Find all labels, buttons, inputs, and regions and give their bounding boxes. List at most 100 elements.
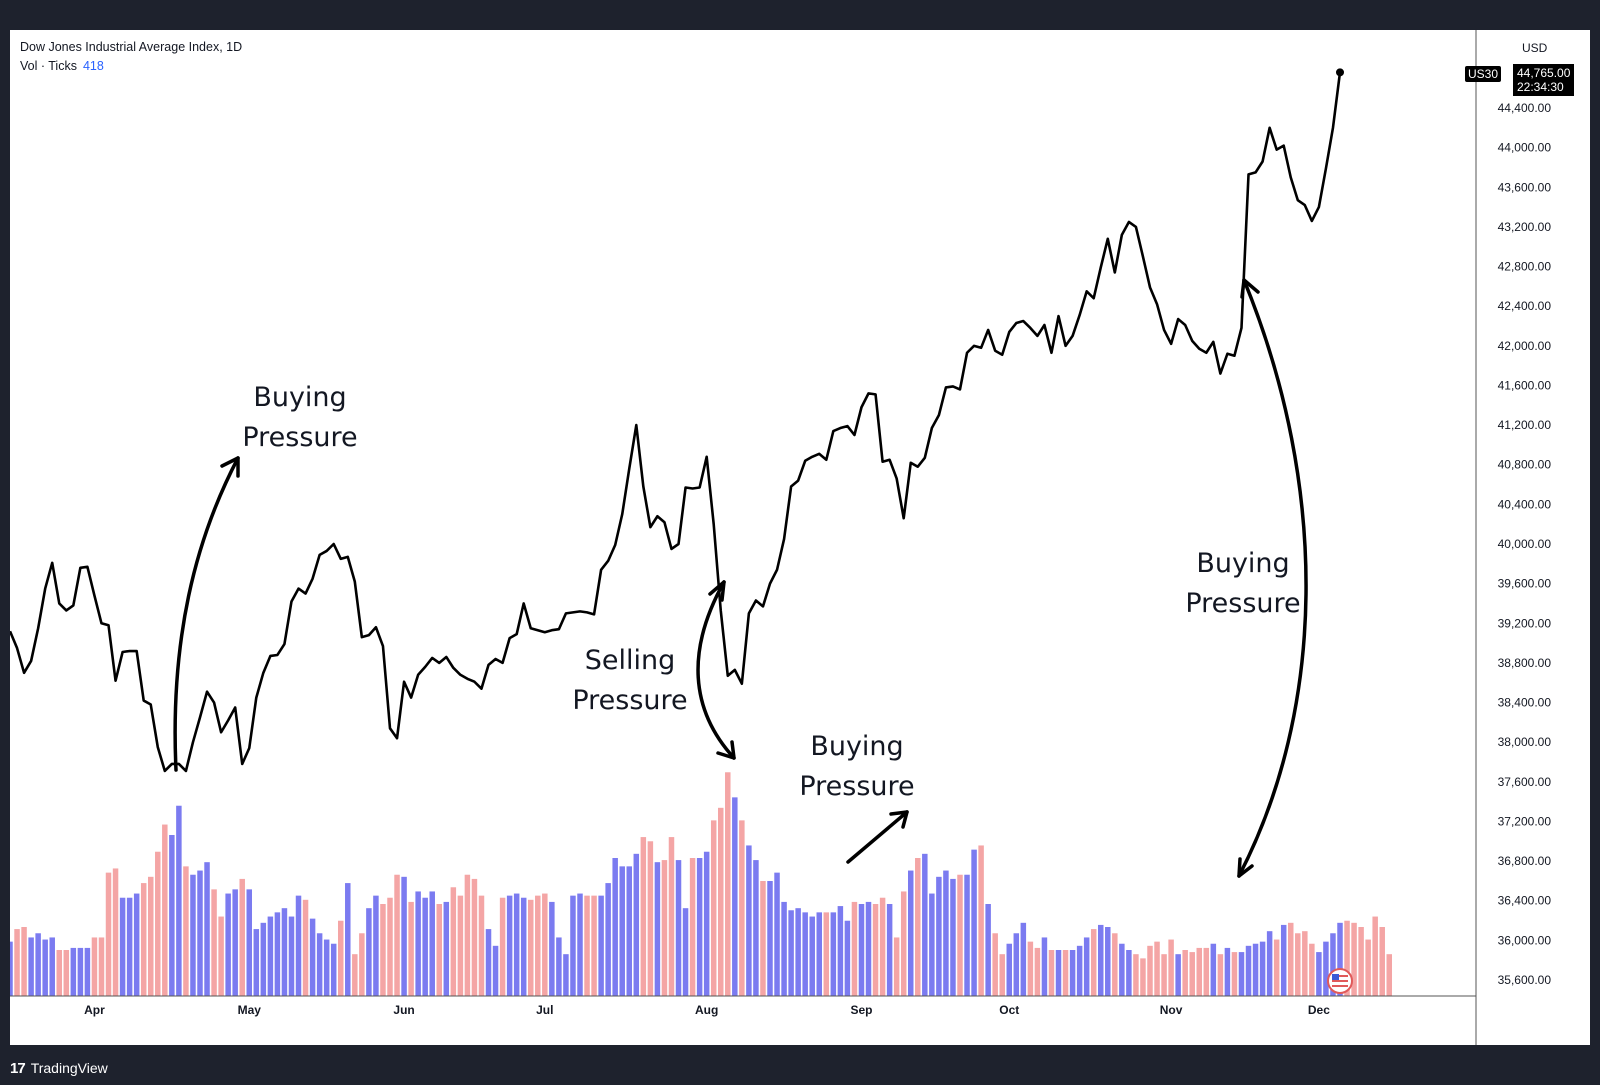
volume-bar: [710, 820, 717, 996]
volume-bar: [556, 937, 562, 996]
volume-bar: [1140, 958, 1146, 996]
chart-frame: 35,600.00 36,000.00 36,400.00 36,800.00 37,2…: [10, 30, 1590, 1045]
annotation-buying-pressure-1: Buying Pressure: [190, 378, 410, 458]
y-tick-label: 35,600.00: [1498, 973, 1552, 987]
volume-bar: [675, 860, 682, 996]
volume-bar: [879, 897, 886, 996]
volume-bar: [1182, 950, 1188, 996]
volume-bar: [1168, 939, 1174, 996]
volume-bar: [999, 954, 1005, 996]
volume-bar: [1288, 922, 1294, 996]
volume-bar: [478, 895, 485, 996]
volume-bar: [148, 876, 154, 996]
price-volume-chart[interactable]: 35,600.00 36,000.00 36,400.00 36,800.00 37,2…: [10, 30, 1590, 1045]
volume-bar: [253, 929, 260, 996]
volume-bar: [1069, 950, 1076, 996]
volume-bar: [401, 876, 407, 996]
volume-bar: [246, 889, 252, 996]
volume-legend[interactable]: Vol · Ticks 418: [20, 59, 104, 73]
volume-bar: [1323, 941, 1329, 996]
volume-bar: [1302, 931, 1308, 996]
volume-bar: [1034, 947, 1041, 996]
volume-bar: [978, 845, 984, 996]
volume-bar: [183, 866, 189, 996]
volume-bar: [274, 912, 281, 996]
volume-bar: [1238, 952, 1245, 996]
volume-bar: [795, 908, 801, 996]
x-tick-label: Jun: [393, 1003, 414, 1017]
y-tick-label: 37,200.00: [1498, 814, 1552, 828]
y-tick-label: 37,600.00: [1498, 775, 1552, 789]
volume-bar: [288, 916, 295, 996]
volume-bar: [689, 858, 696, 996]
volume-bar: [1379, 927, 1385, 996]
volume-bar: [900, 891, 907, 996]
tradingview-logo-icon[interactable]: 17: [10, 1059, 26, 1077]
volume-bar: [1175, 954, 1181, 996]
annotation-text: Buying: [1196, 548, 1290, 579]
volume-bar: [239, 878, 245, 996]
volume-bar: [682, 908, 689, 996]
annotation-buying-pressure-3: Buying Pressure: [1133, 544, 1353, 624]
brand-name[interactable]: TradingView: [30, 1060, 108, 1076]
volume-bar: [485, 929, 492, 996]
volume-bar: [823, 912, 830, 996]
volume-bar: [450, 887, 457, 996]
volume-bar: [1189, 952, 1195, 996]
volume-bar: [323, 939, 330, 996]
last-price-tag: 44,765.00 22:34:30: [1513, 64, 1575, 96]
volume-bar: [1119, 943, 1125, 996]
time-axis[interactable]: Apr May Jun Jul Aug Sep Oct Nov Dec: [84, 1003, 1330, 1017]
volume-bar: [422, 897, 428, 996]
volume-bar: [1133, 954, 1139, 996]
volume-bar: [133, 893, 140, 996]
volume-bar: [753, 860, 759, 996]
volume-bar: [936, 876, 942, 996]
volume-bar: [647, 841, 654, 996]
annotation-text: Pressure: [572, 685, 688, 716]
volume-bar: [929, 893, 935, 996]
volume-bar: [1245, 945, 1252, 996]
arrow-buying-1-head: [220, 456, 240, 478]
volume-bar: [352, 954, 358, 996]
volume-bar: [1076, 945, 1083, 996]
currency-label[interactable]: USD: [1522, 41, 1548, 55]
volume-bar: [922, 853, 928, 996]
y-tick-label: 43,200.00: [1498, 220, 1552, 234]
volume-bar: [126, 897, 133, 996]
volume-bar: [830, 912, 837, 996]
arrow-buying-3-bottom-head: [1237, 857, 1254, 878]
volume-bar: [1365, 939, 1371, 996]
volume-bar: [886, 904, 893, 996]
volume-bar: [915, 858, 921, 996]
volume-bar: [844, 920, 851, 996]
y-tick-label: 36,800.00: [1498, 854, 1552, 868]
volume-bar: [816, 912, 822, 996]
y-tick-label: 42,400.00: [1498, 299, 1552, 313]
volume-bar: [63, 950, 70, 996]
flag-icon[interactable]: [1327, 968, 1353, 994]
y-tick-label: 38,400.00: [1498, 696, 1552, 710]
y-tick-label: 40,000.00: [1498, 537, 1552, 551]
volume-bar: [802, 912, 808, 996]
arrow-buying-3: [1237, 278, 1308, 878]
y-tick-label: 43,600.00: [1498, 180, 1552, 194]
volume-bar: [28, 937, 34, 996]
x-tick-label: Sep: [850, 1003, 872, 1017]
volume-bar: [260, 922, 267, 996]
annotation-buying-pressure-2: Buying Pressure: [747, 727, 967, 807]
arrow-selling-bottom: [696, 580, 736, 760]
price-axis[interactable]: 35,600.00 36,000.00 36,400.00 36,800.00 37,2…: [1498, 101, 1552, 987]
volume-bar: [598, 895, 604, 996]
y-tick-label: 42,000.00: [1498, 339, 1552, 353]
chart-legend-title[interactable]: Dow Jones Industrial Average Index, 1D: [20, 40, 242, 54]
volume-bar: [302, 899, 309, 996]
volume-bar: [1083, 937, 1090, 996]
volume-bar: [1224, 947, 1231, 996]
volume-bar: [35, 933, 41, 996]
volume-bar: [225, 893, 231, 996]
volume-bar: [739, 820, 745, 996]
volume-bar: [605, 883, 611, 996]
symbol-title[interactable]: Dow Jones Industrial Average Index, 1D: [20, 40, 243, 54]
volume-bar: [21, 927, 27, 996]
